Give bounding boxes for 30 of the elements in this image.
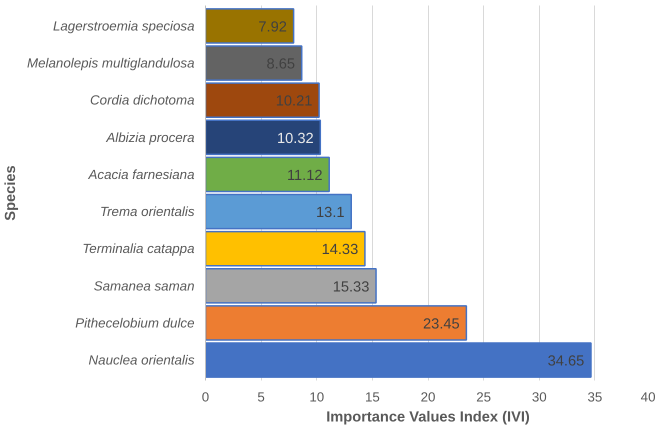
x-tick-label: 35 [587, 390, 602, 404]
y-tick-label: Lagerstroemia speciosa [53, 18, 195, 34]
x-tick-label: 5 [257, 390, 265, 404]
y-tick-label: Trema orientalis [100, 204, 195, 220]
y-axis-title: Species [3, 165, 20, 221]
x-tick-label: 10 [309, 390, 324, 404]
y-tick-label: Albizia procera [105, 130, 194, 145]
x-tick-label: 15 [364, 390, 380, 404]
data-label: 15.33 [332, 279, 370, 296]
y-tick-label: Acacia farnesiana [88, 166, 195, 182]
y-tick-label: Pithecelobium dulce [75, 315, 195, 330]
data-label: 14.33 [322, 242, 358, 258]
y-tick-label: Samanea saman [94, 278, 195, 294]
x-axis-title: Importance Values Index (IVI) [326, 410, 530, 426]
y-tick-label: Melanolepis multiglandulosa [27, 56, 195, 71]
data-label: 11.12 [286, 168, 323, 184]
y-tick-label: Cordia dichotoma [90, 92, 195, 108]
data-label: 34.65 [548, 354, 584, 370]
x-tick-label: 20 [420, 390, 436, 404]
data-label: 7.92 [258, 19, 287, 36]
y-tick-label: Nauclea orientalis [88, 352, 195, 368]
data-label: 23.45 [423, 316, 460, 332]
y-tick-label: Terminalia catappa [82, 241, 194, 256]
x-tick-label: 40 [640, 390, 656, 404]
data-label: 10.21 [276, 94, 312, 110]
data-label: 13.1 [316, 205, 345, 222]
x-tick-label: 0 [202, 390, 210, 404]
x-tick-label: 30 [532, 390, 547, 404]
data-label: 10.32 [276, 130, 314, 147]
x-tick-label: 25 [476, 390, 492, 404]
